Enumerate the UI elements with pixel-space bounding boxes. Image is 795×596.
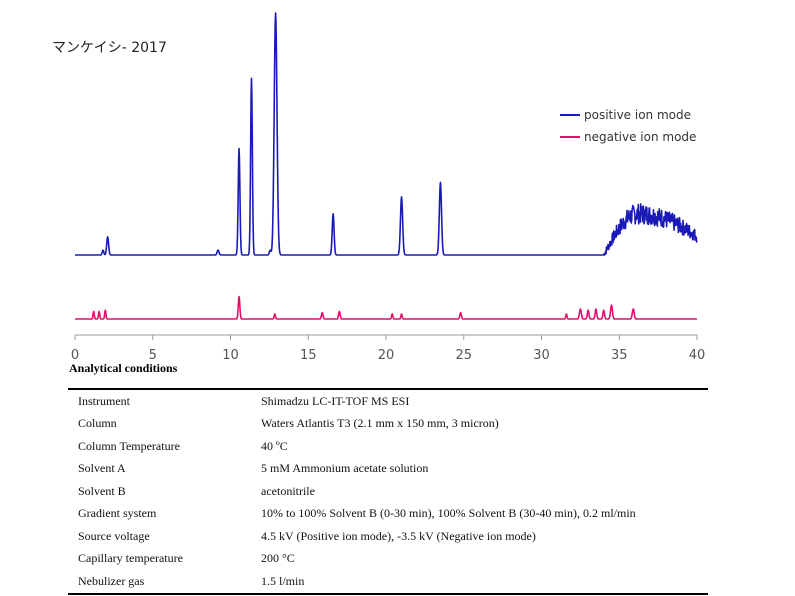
table-row: Capillary temperature 200 °C xyxy=(68,548,708,571)
x-tick-label: 35 xyxy=(611,348,628,363)
x-tick-label: 25 xyxy=(455,348,472,363)
chart-title: マンケイシ- 2017 xyxy=(52,40,167,56)
series-layer xyxy=(74,12,698,320)
x-tick-label: 5 xyxy=(149,348,157,363)
series-line-positive xyxy=(74,12,698,256)
value-cell: 200 °C xyxy=(261,551,295,566)
x-tick-label: 30 xyxy=(533,348,550,363)
x-axis-ticks: 0 5 10 15 20 25 30 35 40 xyxy=(71,335,705,363)
table-row: Solvent B acetonitrile xyxy=(68,480,708,503)
x-tick-label: 40 xyxy=(689,348,706,363)
x-tick-label: 10 xyxy=(222,348,239,363)
value-cell: 5 mM Ammonium acetate solution xyxy=(261,461,429,476)
param-cell: Instrument xyxy=(78,393,130,408)
param-cell: Column xyxy=(78,416,117,431)
param-cell: Nebulizer gas xyxy=(78,573,145,588)
x-tick-label: 0 xyxy=(71,348,79,363)
value-cell: Waters Atlantis T3 (2.1 mm x 150 mm, 3 m… xyxy=(261,416,499,431)
conditions-table: Instrument Shimadzu LC-IT-TOF MS ESI Colu… xyxy=(68,388,708,595)
legend: positive ion mode negative ion mode xyxy=(560,108,696,144)
table-row: Column Waters Atlantis T3 (2.1 mm x 150 m… xyxy=(68,413,708,436)
conditions-heading: Analytical conditions xyxy=(69,361,178,375)
param-cell: Solvent A xyxy=(78,461,126,476)
table-row: Gradient system 10% to 100% Solvent B (0-… xyxy=(68,503,708,526)
x-tick-label: 20 xyxy=(378,348,395,363)
value-cell: Shimadzu LC-IT-TOF MS ESI xyxy=(261,393,410,408)
x-tick-label: 15 xyxy=(300,348,317,363)
value-cell: acetonitrile xyxy=(261,483,315,498)
legend-entry-positive: positive ion mode xyxy=(560,108,691,122)
legend-entry-negative: negative ion mode xyxy=(560,130,696,144)
legend-label-negative: negative ion mode xyxy=(584,130,696,144)
table-row: Solvent A 5 mM Ammonium acetate solution xyxy=(68,458,708,481)
param-cell: Column Temperature xyxy=(78,438,180,453)
value-cell: 1.5 l/min xyxy=(261,573,305,588)
legend-label-positive: positive ion mode xyxy=(584,108,691,122)
value-cell: 40 ºC xyxy=(261,438,288,453)
value-cell: 4.5 kV (Positive ion mode), -3.5 kV (Neg… xyxy=(261,528,536,543)
table-row: Instrument Shimadzu LC-IT-TOF MS ESI xyxy=(68,389,708,413)
chromatogram-chart: 0 5 10 15 20 25 30 35 40 positive ion mode negat… xyxy=(71,12,705,363)
table-row: Column Temperature 40 ºC xyxy=(68,435,708,458)
table-row: Source voltage 4.5 kV (Positive ion mode)… xyxy=(68,525,708,548)
param-cell: Capillary temperature xyxy=(78,551,183,566)
param-cell: Solvent B xyxy=(78,483,126,498)
value-cell: 10% to 100% Solvent B (0-30 min), 100% S… xyxy=(261,506,636,521)
table-row: Nebulizer gas 1.5 l/min xyxy=(68,570,708,594)
param-cell: Gradient system xyxy=(78,506,157,521)
param-cell: Source voltage xyxy=(78,528,150,543)
series-line-negative xyxy=(74,295,698,320)
